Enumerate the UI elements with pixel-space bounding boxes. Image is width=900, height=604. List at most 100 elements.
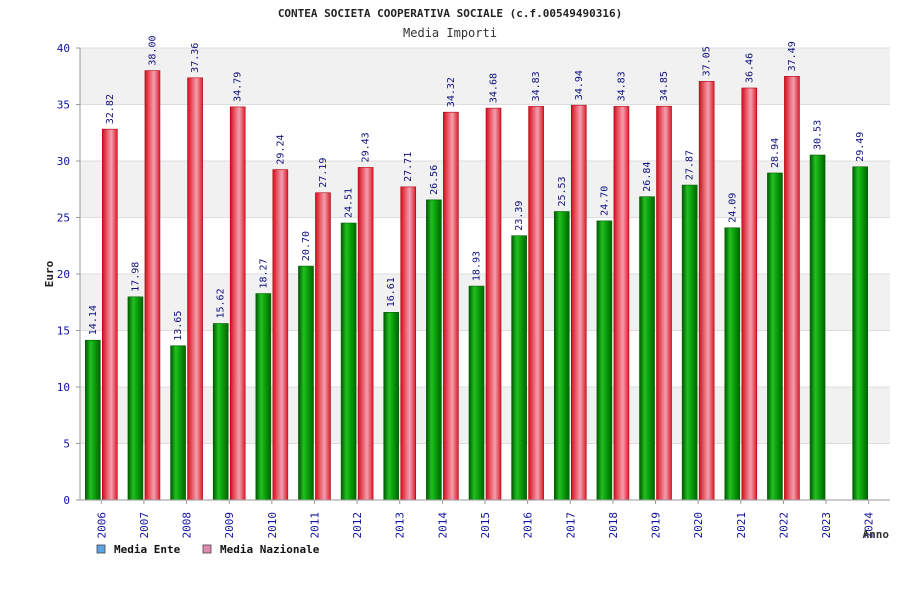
x-axis-ticks: 2006 2007 2008 2009 2010 2011 2012 2013 2014 2015… [95, 500, 876, 539]
data-label: 25.53 [557, 176, 568, 206]
data-label: 37.05 [702, 46, 713, 76]
x-tick-label: 2014 [436, 512, 449, 539]
bar-media-nazionale [144, 70, 161, 501]
bar-media-ente [340, 222, 357, 501]
data-label: 13.65 [173, 311, 184, 341]
data-label: 32.82 [105, 94, 116, 124]
x-tick-label: 2017 [564, 512, 577, 539]
x-tick-label: 2015 [479, 512, 492, 539]
bar-media-ente [681, 184, 698, 501]
chart-subtitle: Media Importi [403, 26, 497, 40]
data-label: 34.68 [489, 73, 500, 103]
data-label: 24.51 [344, 188, 355, 218]
bar-media-ente [511, 235, 527, 501]
data-label: 15.62 [216, 288, 227, 318]
bar-media-nazionale [102, 128, 118, 501]
data-label: 29.49 [855, 132, 866, 162]
bar-media-nazionale [272, 169, 289, 501]
data-label: 34.83 [531, 71, 542, 101]
y-tick-label: 0 [63, 494, 70, 507]
bar-media-nazionale [400, 186, 417, 501]
data-label: 24.09 [727, 193, 738, 223]
y-tick-label: 20 [57, 268, 70, 281]
bar-media-ente [255, 293, 272, 501]
bar-media-ente [596, 220, 613, 501]
bar-media-ente [767, 172, 783, 501]
data-label: 18.93 [472, 251, 483, 281]
bar-media-nazionale [784, 76, 800, 501]
data-label: 27.71 [403, 152, 414, 182]
legend-label-media-ente: Media Ente [114, 543, 181, 556]
y-tick-label: 25 [57, 212, 70, 225]
bar-media-ente [724, 227, 741, 501]
bar-media-ente [298, 265, 314, 501]
chart-title: CONTEA SOCIETA COOPERATIVA SOCIALE (c.f.… [278, 7, 622, 20]
x-tick-label: 2019 [650, 512, 663, 539]
bar-media-nazionale [656, 105, 672, 501]
data-label: 34.85 [659, 71, 670, 101]
y-axis-label: Euro [43, 260, 56, 287]
data-label: 30.53 [813, 120, 824, 150]
data-label: 37.49 [787, 41, 798, 71]
bar-media-ente [639, 196, 655, 501]
data-label: 37.36 [190, 43, 201, 73]
data-label: 18.27 [258, 258, 269, 288]
x-tick-label: 2009 [223, 512, 236, 539]
legend: Media Ente Media Nazionale [96, 543, 320, 556]
bar-media-nazionale [570, 104, 587, 501]
bar-media-nazionale [613, 106, 630, 501]
x-tick-label: 2012 [351, 512, 364, 539]
y-tick-label: 5 [63, 438, 70, 451]
x-tick-label: 2010 [266, 512, 279, 539]
x-tick-label: 2013 [394, 512, 407, 539]
data-label: 38.00 [147, 35, 158, 65]
bar-media-ente [212, 323, 229, 501]
bar-media-nazionale [229, 106, 246, 501]
data-label: 34.83 [616, 71, 627, 101]
x-tick-label: 2021 [735, 512, 748, 539]
data-label: 14.14 [88, 305, 99, 335]
x-tick-label: 2008 [181, 512, 194, 539]
bar-media-ente [85, 339, 101, 501]
bar-media-ente [809, 154, 826, 501]
x-tick-label: 2023 [820, 512, 833, 539]
data-label: 27.19 [318, 158, 329, 188]
y-axis-ticks: 0 5 10 15 20 25 30 35 40 [57, 42, 80, 507]
x-tick-label: 2011 [308, 512, 321, 539]
bar-media-nazionale [741, 87, 758, 501]
bar-media-nazionale [485, 107, 502, 501]
y-tick-label: 30 [57, 155, 70, 168]
legend-label-media-nazionale: Media Nazionale [220, 543, 320, 556]
bar-media-nazionale [187, 77, 203, 501]
bar-media-nazionale [698, 81, 715, 501]
bar-media-ente [553, 211, 570, 501]
x-tick-label: 2016 [522, 512, 535, 539]
bar-media-nazionale [315, 192, 331, 501]
x-tick-label: 2024 [863, 512, 876, 539]
data-label: 27.87 [685, 150, 696, 180]
data-label: 29.24 [275, 134, 286, 164]
legend-swatch-media-nazionale [202, 544, 212, 554]
data-label: 23.39 [514, 201, 525, 231]
y-tick-label: 10 [57, 381, 70, 394]
data-label: 29.43 [361, 132, 372, 162]
y-tick-label: 15 [57, 325, 70, 338]
value-labels: 14.14 32.82 17.98 38.00 13.65 37.36 15.62 34.79… [88, 35, 866, 340]
y-tick-label: 35 [57, 99, 70, 112]
bar-media-nazionale [357, 167, 374, 501]
x-tick-label: 2006 [95, 512, 108, 539]
bar-media-nazionale [528, 106, 544, 501]
data-label: 28.94 [770, 138, 781, 168]
x-tick-label: 2018 [607, 512, 620, 539]
bar-media-ente [852, 166, 868, 501]
data-label: 26.56 [429, 165, 440, 195]
bar-media-ente [127, 296, 144, 501]
bar-media-ente [426, 199, 442, 501]
data-label: 24.70 [599, 186, 610, 216]
data-label: 20.70 [301, 231, 312, 261]
data-label: 34.94 [574, 70, 585, 100]
data-label: 16.61 [386, 277, 397, 307]
x-axis-label: Anno [863, 528, 890, 541]
bar-media-nazionale [443, 111, 459, 501]
